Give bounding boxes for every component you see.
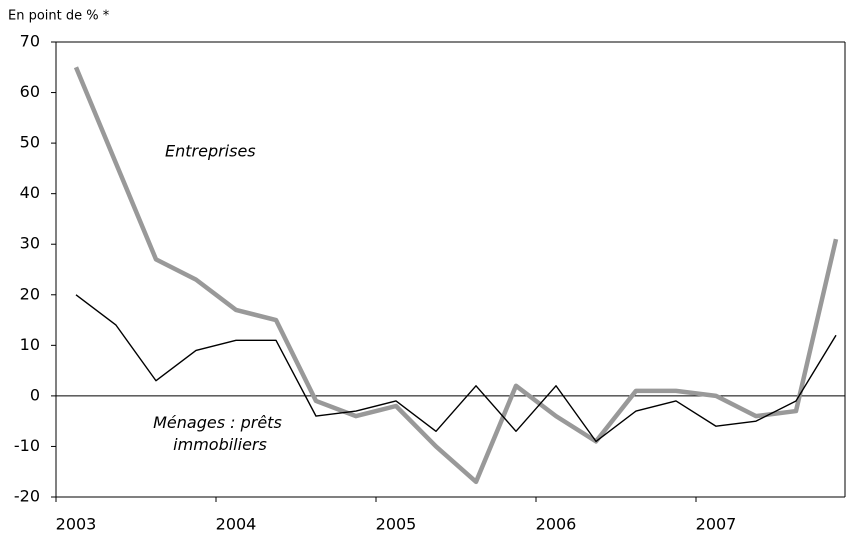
x-tick-label: 2007 [696, 515, 737, 534]
y-tick-label: 60 [20, 82, 40, 101]
series-label: Ménages : prêts immobiliers [153, 413, 287, 454]
x-tick-label: 2003 [56, 515, 97, 534]
series-line [75, 294, 837, 443]
y-tick-label: -20 [14, 487, 40, 506]
y-tick-label: 30 [20, 234, 40, 253]
y-tick-label: 10 [20, 335, 40, 354]
series-label: Entreprises [165, 142, 256, 161]
y-tick-label: 40 [20, 183, 40, 202]
x-tick-label: 2006 [536, 515, 577, 534]
x-tick-label: 2004 [216, 515, 257, 534]
y-tick-label: 20 [20, 284, 40, 303]
x-tick-label: 2005 [376, 515, 417, 534]
y-tick-label: 70 [20, 32, 40, 51]
y-axis-label: En point de % * [8, 9, 110, 24]
series-line [73, 66, 839, 485]
y-tick-label: 0 [30, 385, 40, 404]
y-tick-label: 50 [20, 133, 40, 152]
y-tick-label: -10 [14, 436, 40, 455]
